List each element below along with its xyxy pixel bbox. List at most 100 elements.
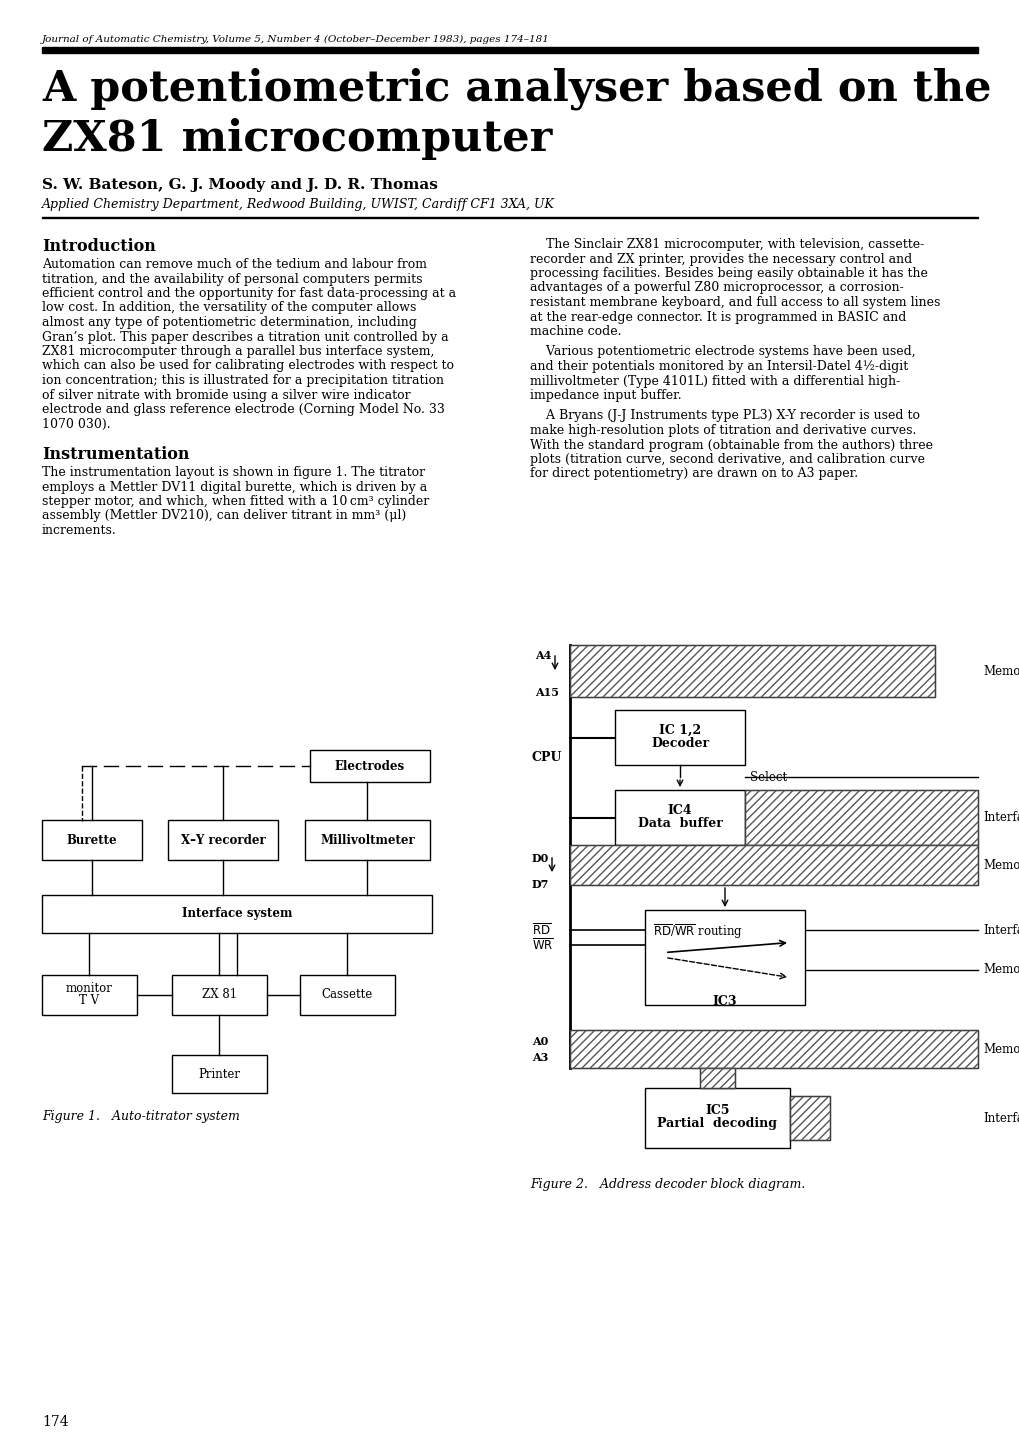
Text: increments.: increments. <box>42 524 116 537</box>
Text: Data  buffer: Data buffer <box>637 817 721 830</box>
Text: Automation can remove much of the tedium and labour from: Automation can remove much of the tedium… <box>42 258 427 271</box>
Text: Memory: Memory <box>982 859 1019 872</box>
Text: A3: A3 <box>532 1052 548 1063</box>
Text: A4: A4 <box>535 649 551 661</box>
Text: ZX81 microcomputer through a parallel bus interface system,: ZX81 microcomputer through a parallel bu… <box>42 345 434 358</box>
Bar <box>42 975 137 1014</box>
Text: CPU: CPU <box>532 750 561 763</box>
Text: IC 1,2: IC 1,2 <box>658 724 700 737</box>
Text: Figure 2.   Address decoder block diagram.: Figure 2. Address decoder block diagram. <box>530 1177 805 1190</box>
Bar <box>172 975 267 1014</box>
Text: processing facilities. Besides being easily obtainable it has the: processing facilities. Besides being eas… <box>530 267 927 280</box>
Text: Millivoltmeter: Millivoltmeter <box>320 834 415 847</box>
Text: IC4: IC4 <box>667 804 692 817</box>
Text: titration, and the availability of personal computers permits: titration, and the availability of perso… <box>42 273 422 286</box>
Text: Interface: Interface <box>982 1111 1019 1124</box>
Text: $\overline{\mathrm{WR}}$: $\overline{\mathrm{WR}}$ <box>532 937 553 952</box>
Bar <box>699 1068 735 1088</box>
Text: Gran’s plot. This paper describes a titration unit controlled by a: Gran’s plot. This paper describes a titr… <box>42 330 448 343</box>
Text: 174: 174 <box>42 1416 68 1429</box>
Text: Cassette: Cassette <box>322 988 373 1001</box>
Text: A Bryans (J-J Instruments type PL3) X-Y recorder is used to: A Bryans (J-J Instruments type PL3) X-Y … <box>530 410 919 423</box>
Text: employs a Mettler DV11 digital burette, which is driven by a: employs a Mettler DV11 digital burette, … <box>42 481 427 494</box>
Text: D0: D0 <box>532 853 548 864</box>
Text: monitor: monitor <box>66 981 113 994</box>
Text: A0: A0 <box>532 1036 548 1048</box>
Text: Memory: Memory <box>982 1042 1019 1055</box>
Text: Printer: Printer <box>199 1068 240 1081</box>
Text: and their potentials monitored by an Intersil-Datel 4½-digit: and their potentials monitored by an Int… <box>530 359 907 372</box>
Text: Various potentiometric electrode systems have been used,: Various potentiometric electrode systems… <box>530 345 915 358</box>
Bar <box>570 846 977 885</box>
Bar <box>570 645 934 697</box>
Text: ZX81 microcomputer: ZX81 microcomputer <box>42 118 552 160</box>
Bar <box>310 750 430 782</box>
Text: Partial  decoding: Partial decoding <box>657 1117 776 1130</box>
Text: assembly (Mettler DV210), can deliver titrant in mm³ (μl): assembly (Mettler DV210), can deliver ti… <box>42 509 406 522</box>
Text: Burette: Burette <box>66 834 117 847</box>
Text: IC5: IC5 <box>704 1104 729 1117</box>
Bar <box>570 1030 977 1068</box>
Bar <box>570 1030 977 1068</box>
Text: make high-resolution plots of titration and derivative curves.: make high-resolution plots of titration … <box>530 424 915 437</box>
Text: IC3: IC3 <box>712 996 737 1009</box>
Text: Instrumentation: Instrumentation <box>42 446 190 463</box>
Bar <box>42 895 432 934</box>
Text: Interface: Interface <box>982 924 1019 937</box>
Text: 1070 030).: 1070 030). <box>42 417 110 430</box>
Text: The instrumentation layout is shown in figure 1. The titrator: The instrumentation layout is shown in f… <box>42 466 425 479</box>
Bar <box>744 789 977 846</box>
Bar <box>614 710 744 765</box>
Text: Memory: Memory <box>982 964 1019 977</box>
Bar <box>42 820 142 860</box>
Text: Interface: Interface <box>982 811 1019 824</box>
Text: A potentiometric analyser based on the: A potentiometric analyser based on the <box>42 68 990 111</box>
Bar <box>644 911 804 1004</box>
Bar <box>300 975 394 1014</box>
Text: plots (titration curve, second derivative, and calibration curve: plots (titration curve, second derivativ… <box>530 453 924 466</box>
Text: Memory: Memory <box>982 664 1019 678</box>
Text: low cost. In addition, the versatility of the computer allows: low cost. In addition, the versatility o… <box>42 302 416 315</box>
Text: S. W. Bateson, G. J. Moody and J. D. R. Thomas: S. W. Bateson, G. J. Moody and J. D. R. … <box>42 177 437 192</box>
Text: machine code.: machine code. <box>530 325 621 338</box>
Bar <box>570 846 977 885</box>
Text: resistant membrane keyboard, and full access to all system lines: resistant membrane keyboard, and full ac… <box>530 296 940 309</box>
Text: $\overline{\mathrm{RD}}$/$\overline{\mathrm{WR}}$ routing: $\overline{\mathrm{RD}}$/$\overline{\mat… <box>652 922 743 941</box>
Bar <box>699 1068 735 1088</box>
Text: advantages of a powerful Z80 microprocessor, a corrosion-: advantages of a powerful Z80 microproces… <box>530 281 903 294</box>
Text: stepper motor, and which, when fitted with a 10 cm³ cylinder: stepper motor, and which, when fitted wi… <box>42 495 429 508</box>
Text: ZX 81: ZX 81 <box>202 988 236 1001</box>
Text: for direct potentiometry) are drawn on to A3 paper.: for direct potentiometry) are drawn on t… <box>530 468 857 481</box>
Bar <box>42 48 977 53</box>
Text: The Sinclair ZX81 microcomputer, with television, cassette-: The Sinclair ZX81 microcomputer, with te… <box>530 238 923 251</box>
Text: Electrodes: Electrodes <box>334 759 405 772</box>
Bar <box>42 216 977 218</box>
Text: recorder and ZX printer, provides the necessary control and: recorder and ZX printer, provides the ne… <box>530 253 911 266</box>
Text: ion concentration; this is illustrated for a precipitation titration: ion concentration; this is illustrated f… <box>42 374 443 387</box>
Text: T V: T V <box>79 993 100 1007</box>
Text: X–Y recorder: X–Y recorder <box>180 834 265 847</box>
Text: With the standard program (obtainable from the authors) three: With the standard program (obtainable fr… <box>530 439 932 452</box>
Text: A15: A15 <box>535 687 558 698</box>
Text: Decoder: Decoder <box>650 737 708 750</box>
Text: Select: Select <box>749 771 787 784</box>
Bar <box>790 1097 829 1140</box>
Text: $\overline{\mathrm{RD}}$: $\overline{\mathrm{RD}}$ <box>532 922 550 938</box>
Bar <box>168 820 278 860</box>
Bar <box>614 789 744 846</box>
Text: of silver nitrate with bromide using a silver wire indicator: of silver nitrate with bromide using a s… <box>42 388 411 401</box>
Text: Introduction: Introduction <box>42 238 156 255</box>
Text: at the rear-edge connector. It is programmed in BASIC and: at the rear-edge connector. It is progra… <box>530 310 906 323</box>
Text: millivoltmeter (Type 4101L) fitted with a differential high-: millivoltmeter (Type 4101L) fitted with … <box>530 375 900 388</box>
Text: Journal of Automatic Chemistry, Volume 5, Number 4 (October–December 1983), page: Journal of Automatic Chemistry, Volume 5… <box>42 35 549 45</box>
Text: Applied Chemistry Department, Redwood Building, UWIST, Cardiff CF1 3XA, UK: Applied Chemistry Department, Redwood Bu… <box>42 198 554 211</box>
Text: Interface system: Interface system <box>181 908 291 921</box>
Text: which can also be used for calibrating electrodes with respect to: which can also be used for calibrating e… <box>42 359 453 372</box>
Text: electrode and glass reference electrode (Corning Model No. 33: electrode and glass reference electrode … <box>42 403 444 416</box>
Bar <box>570 645 934 697</box>
Text: impedance input buffer.: impedance input buffer. <box>530 390 681 403</box>
Text: Figure 1.   Auto-titrator system: Figure 1. Auto-titrator system <box>42 1110 239 1123</box>
Bar <box>790 1097 829 1140</box>
Bar <box>305 820 430 860</box>
Text: D7: D7 <box>532 879 549 890</box>
